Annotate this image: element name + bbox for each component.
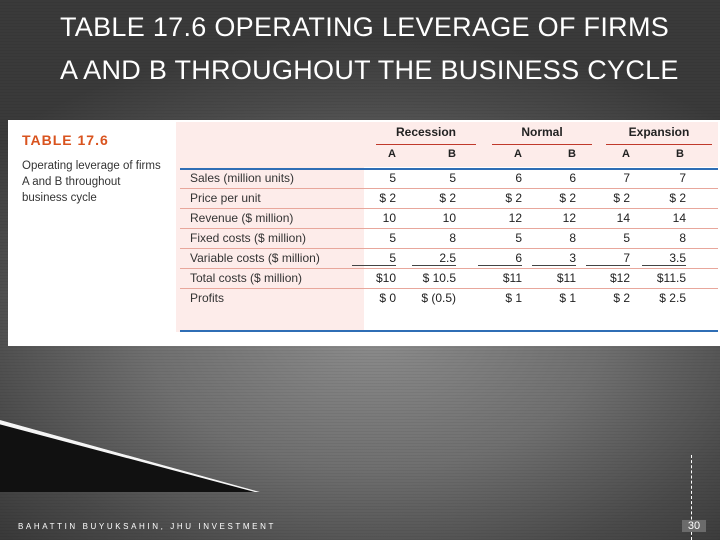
table-cell: 12	[562, 211, 576, 225]
row-separator	[180, 288, 718, 289]
normal-rule	[492, 144, 592, 145]
header-rule	[180, 168, 718, 170]
table-cell: 14	[672, 211, 686, 225]
table-cell: $11	[556, 271, 576, 285]
column-header: A	[622, 148, 630, 160]
table-cell: $ 2	[669, 191, 686, 205]
table-row: Revenue ($ million) 10 10 12 12 14 14	[176, 209, 718, 229]
table-cell: 12	[508, 211, 522, 225]
table-cell: $10	[375, 271, 396, 285]
table-cell: $ (0.5)	[421, 291, 456, 305]
table-cell: $11.5	[656, 271, 686, 285]
table-cell: $ 1	[559, 291, 576, 305]
table-caption: Operating leverage of firms A and B thro…	[22, 160, 161, 204]
row-separator	[180, 268, 718, 269]
table-cell: 5	[389, 231, 396, 245]
table-cell: 2.5	[412, 251, 456, 266]
table-cell: 3.5	[642, 251, 686, 266]
table-image-panel: TABLE 17.6 Operating leverage of firms A…	[8, 120, 720, 346]
group-header-recession: Recession	[395, 125, 457, 139]
table-cell: 8	[449, 231, 456, 245]
table-cell: 7	[679, 171, 686, 185]
table-cell: 10	[382, 211, 396, 225]
table-cell: $ 2	[379, 191, 396, 205]
row-separator	[180, 188, 718, 189]
row-separator	[180, 228, 718, 229]
column-header: B	[568, 148, 576, 160]
data-table: Recession Normal Expansion A B A B A B S…	[176, 122, 718, 332]
column-header: B	[448, 148, 456, 160]
table-cell: $ 2	[505, 191, 522, 205]
table-row: Sales (million units) 5 5 6 6 7 7	[176, 169, 718, 189]
table-row: Variable costs ($ million) 5 2.5 6 3 7 3.5	[176, 249, 718, 269]
table-caption-column: TABLE 17.6 Operating leverage of firms A…	[8, 120, 176, 346]
row-label: Fixed costs ($ million)	[190, 231, 307, 245]
table-cell: 7	[586, 251, 630, 266]
row-label: Price per unit	[190, 191, 261, 205]
row-label: Total costs ($ million)	[190, 271, 303, 285]
table-cell: $ 2.5	[659, 291, 686, 305]
table-cell: 5	[352, 251, 396, 266]
recession-rule	[376, 144, 476, 145]
table-cell: 5	[623, 231, 630, 245]
table-cell: $ 2	[613, 291, 630, 305]
footer-divider	[691, 455, 692, 540]
table-cell: 6	[478, 251, 522, 266]
row-separator	[180, 248, 718, 249]
table-cell: $ 1	[505, 291, 522, 305]
table-cell: 6	[569, 171, 576, 185]
bottom-rule	[180, 330, 718, 332]
row-label: Variable costs ($ million)	[190, 251, 320, 265]
table-cell: $ 0	[379, 291, 396, 305]
table-cell: 6	[515, 171, 522, 185]
row-label: Profits	[190, 291, 225, 305]
table-row: Total costs ($ million) $10 $ 10.5 $11 $11 $1…	[176, 269, 718, 289]
table-cell: 5	[515, 231, 522, 245]
table-cell: $ 2	[559, 191, 576, 205]
table-cell: 8	[569, 231, 576, 245]
table-cell: $ 10.5	[422, 271, 456, 285]
column-header: B	[676, 148, 684, 160]
table-cell: $12	[609, 271, 630, 285]
table-cell: $ 2	[613, 191, 630, 205]
label-band	[176, 167, 364, 332]
row-label: Sales (million units)	[190, 171, 295, 185]
footer-author: BAHATTIN BUYUKSAHIN, JHU INVESTMENT	[18, 522, 276, 531]
table-label: TABLE 17.6	[22, 132, 109, 148]
table-cell: $11	[502, 271, 522, 285]
group-header-normal: Normal	[521, 125, 563, 139]
table-row: Price per unit $ 2 $ 2 $ 2 $ 2 $ 2 $ 2	[176, 189, 718, 209]
table-cell: 7	[623, 171, 630, 185]
table-cell: 5	[389, 171, 396, 185]
expansion-rule	[606, 144, 712, 145]
column-header: A	[388, 148, 396, 160]
table-cell: 5	[449, 171, 456, 185]
group-header-expansion: Expansion	[628, 125, 690, 139]
row-separator	[180, 208, 718, 209]
table-cell: 10	[442, 211, 456, 225]
page-number: 30	[682, 520, 706, 532]
table-cell: 14	[616, 211, 630, 225]
column-header: A	[514, 148, 522, 160]
table-cell: 3	[532, 251, 576, 266]
row-label: Revenue ($ million)	[190, 211, 294, 225]
slide-title: TABLE 17.6 OPERATING LEVERAGE OF FIRMS A…	[60, 12, 679, 85]
table-cell: 8	[679, 231, 686, 245]
table-row: Fixed costs ($ million) 5 8 5 8 5 8	[176, 229, 718, 249]
table-row: Profits $ 0 $ (0.5) $ 1 $ 1 $ 2 $ 2.5	[176, 289, 718, 309]
table-cell: $ 2	[439, 191, 456, 205]
